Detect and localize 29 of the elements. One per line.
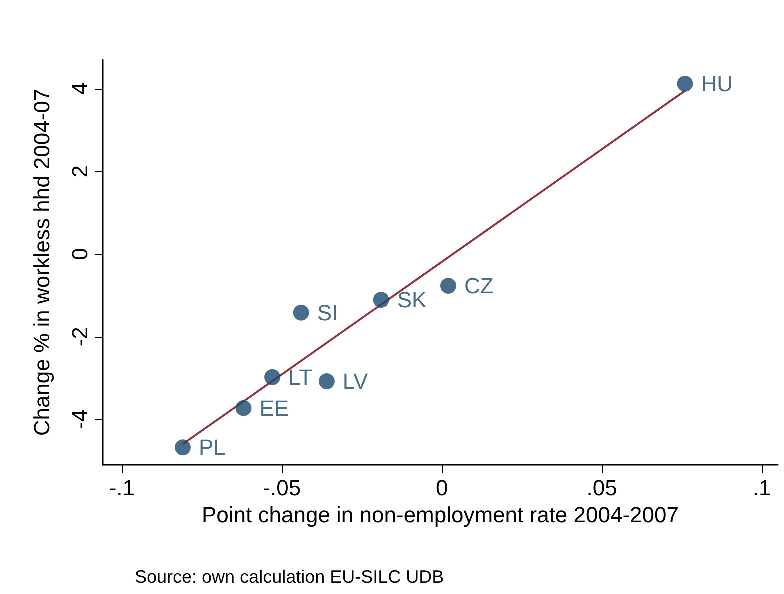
- x-tick-label: .1: [752, 476, 772, 500]
- y-tick-label: -2: [68, 327, 92, 347]
- data-label: CZ: [464, 274, 494, 299]
- point: [264, 369, 281, 386]
- y-axis-title: Change % in workless hhd 2004-07: [30, 88, 54, 436]
- source-note: Source: own calculation EU-SILC UDB: [135, 567, 444, 587]
- x-tick-label: .05: [586, 476, 618, 500]
- data-label: SI: [317, 300, 338, 326]
- y-tick-label: -4: [68, 410, 92, 430]
- data-label: EE: [260, 396, 290, 421]
- point: [236, 400, 252, 416]
- point: [440, 278, 456, 294]
- point: [677, 76, 694, 92]
- y-tick-label: 4: [68, 82, 92, 96]
- point: [373, 292, 390, 308]
- x-tick-label: -.1: [109, 476, 136, 500]
- x-tick-label: -.05: [263, 476, 302, 500]
- x-tick-label: 0: [436, 476, 448, 500]
- point: [293, 304, 310, 321]
- point: [318, 374, 335, 390]
- x-axis-title: Point change in non-employment rate 2004-2007: [202, 502, 679, 528]
- data-label: LT: [288, 364, 313, 390]
- data-label: LV: [342, 369, 369, 394]
- data-label: PL: [198, 435, 226, 460]
- y-tick-label: 0: [68, 248, 92, 260]
- data-label: SK: [397, 288, 427, 313]
- data-label: HU: [701, 71, 734, 96]
- y-tick-label: 2: [68, 165, 92, 178]
- point: [174, 440, 191, 456]
